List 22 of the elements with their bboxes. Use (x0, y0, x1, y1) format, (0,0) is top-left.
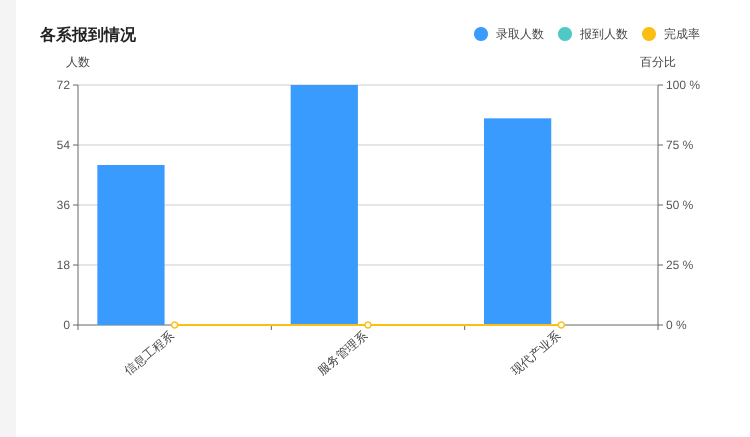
x-tick-label: 现代产业系 (508, 328, 564, 378)
x-tick-label: 信息工程系 (122, 328, 177, 378)
y-tick-label: 72 (56, 78, 70, 92)
y2-tick-label: 100 % (666, 78, 700, 92)
y-tick-label: 36 (56, 198, 70, 212)
chart-title: 各系报到情况 (39, 26, 137, 44)
legend-label: 完成率 (664, 27, 700, 41)
legend-label: 录取人数 (496, 27, 544, 41)
bar (97, 165, 165, 325)
legend-label: 报到人数 (579, 27, 628, 41)
y2-tick-label: 50 % (666, 198, 694, 212)
y2-tick-label: 75 % (666, 138, 694, 152)
x-tick-label: 服务管理系 (314, 328, 370, 378)
y2-tick-label: 25 % (666, 258, 694, 272)
y-axis-title: 人数 (66, 55, 90, 69)
y-tick-label: 54 (56, 138, 70, 152)
bar (290, 85, 358, 325)
y2-axis-title: 百分比 (640, 55, 676, 69)
y-tick-label: 0 (63, 318, 70, 332)
bar (484, 118, 552, 325)
y-tick-label: 18 (56, 258, 70, 272)
y2-tick-label: 0 % (666, 318, 688, 332)
